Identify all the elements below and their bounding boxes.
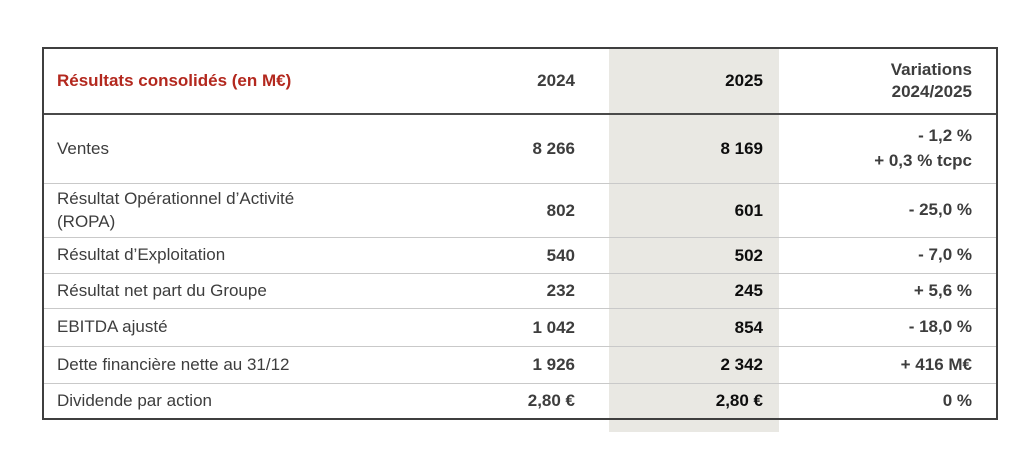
row-label: Résultat d’Exploitation [57, 245, 226, 265]
value-2025: 601 [734, 200, 763, 220]
table-row: Résultat d’Exploitation 540 502 - 7,0 % [44, 238, 996, 274]
table-row: Résultat Opérationnel d’Activité (ROPA) … [44, 184, 996, 238]
column-header-2025: 2025 [725, 71, 763, 90]
consolidated-results-table: Résultats consolidés (en M€) 2024 2025 V… [42, 47, 998, 420]
variation-value: + 416 M€ [900, 354, 972, 374]
value-2025: 2 342 [720, 355, 763, 374]
row-label: Dividende par action [57, 390, 212, 410]
value-2024: 1 926 [532, 355, 575, 374]
row-label: Dette financière nette au 31/12 [57, 354, 290, 374]
table-row: Résultat net part du Groupe 232 245 + 5,… [44, 274, 996, 309]
row-label: Ventes [57, 138, 109, 158]
table-row: EBITDA ajusté 1 042 854 - 18,0 % [44, 309, 996, 347]
variation-value: - 18,0 % [908, 317, 972, 337]
variation-value: - 25,0 % [908, 200, 972, 220]
column-header-variations: Variations 2024/2025 [890, 59, 972, 101]
value-2024: 2,80 € [527, 391, 575, 410]
table-header-row: Résultats consolidés (en M€) 2024 2025 V… [44, 49, 996, 115]
value-2024: 8 266 [532, 139, 575, 158]
year-2025-highlight-band [609, 48, 779, 432]
variation-value: 0 % [942, 390, 972, 410]
value-2024: 1 042 [532, 317, 575, 337]
row-label: Résultat Opérationnel d’Activité (ROPA) [57, 189, 295, 231]
value-2025: 502 [734, 245, 763, 265]
value-2024: 232 [546, 281, 575, 300]
value-2024: 802 [546, 200, 575, 220]
variation-value: - 7,0 % [918, 245, 972, 265]
variation-value: - 1,2 % + 0,3 % tcpc [874, 126, 972, 170]
table-title: Résultats consolidés (en M€) [57, 70, 292, 90]
table-row: Dette financière nette au 31/12 1 926 2 … [44, 347, 996, 384]
value-2025: 8 169 [720, 139, 763, 158]
table-row: Ventes 8 266 8 169 - 1,2 % + 0,3 % tcpc [44, 115, 996, 184]
value-2025: 245 [734, 281, 763, 300]
row-label: EBITDA ajusté [57, 317, 168, 337]
value-2024: 540 [546, 245, 575, 265]
variation-value: + 5,6 % [913, 280, 972, 300]
table-row: Dividende par action 2,80 € 2,80 € 0 % [44, 384, 996, 418]
column-header-2024: 2024 [537, 71, 575, 90]
table-body: Ventes 8 266 8 169 - 1,2 % + 0,3 % tcpc … [44, 115, 996, 418]
value-2025: 2,80 € [715, 391, 763, 410]
row-label: Résultat net part du Groupe [57, 280, 267, 300]
value-2025: 854 [734, 317, 763, 337]
